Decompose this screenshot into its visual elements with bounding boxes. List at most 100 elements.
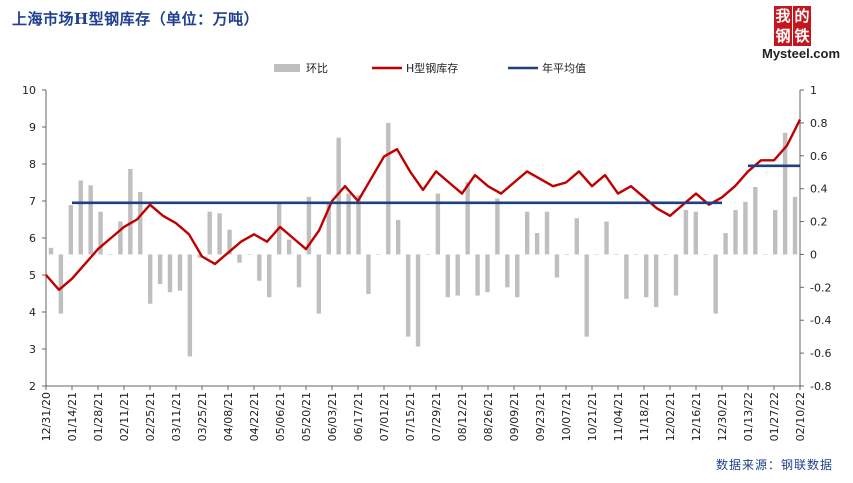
legend: 环比 H型钢库存 年平均值 (274, 61, 586, 75)
bar-change (604, 221, 609, 255)
x-tick-label: 12/31/20 (40, 392, 53, 441)
bar-change (792, 196, 798, 255)
x-tick-label: 02/11/21 (118, 392, 131, 441)
logo-char: 钢 (774, 26, 792, 46)
x-tick-label: 07/01/21 (378, 392, 391, 441)
left-tick-label: 4 (29, 306, 36, 319)
inventory-line (45, 119, 802, 291)
legend-swatch-bar (274, 64, 300, 72)
x-tick-label: 03/11/21 (170, 392, 183, 441)
bar-change (425, 254, 431, 255)
bar-change (336, 137, 341, 255)
bar-change (386, 122, 391, 255)
bar-change (772, 210, 778, 255)
x-tick-label: 09/09/21 (508, 392, 521, 441)
x-tick-label: 01/13/22 (742, 392, 755, 441)
bar-change (98, 211, 103, 255)
bar-change (505, 254, 510, 288)
logo-char: 铁 (793, 26, 811, 46)
left-tick-label: 2 (29, 380, 36, 393)
bar-change (534, 233, 540, 255)
x-tick-label: 01/14/21 (66, 392, 79, 441)
x-tick-label: 12/02/21 (664, 392, 677, 441)
bar-change (683, 210, 689, 255)
right-tick-label: 0 (810, 248, 817, 261)
right-tick-label: -0.2 (810, 281, 831, 294)
bar-change (197, 254, 202, 258)
bar-change (673, 254, 679, 296)
bar-change (515, 254, 520, 298)
bar-change (495, 198, 500, 255)
logo-text: Mysteel.com (762, 46, 841, 61)
bar-change (177, 254, 183, 291)
bar-change (247, 254, 252, 255)
logo-char: 我 (774, 6, 792, 26)
bar-change (475, 254, 480, 296)
bar-change (48, 247, 54, 255)
bar-change (753, 187, 758, 255)
bar-change (346, 193, 351, 255)
bar-change (257, 254, 262, 281)
x-tick-label: 01/27/22 (768, 392, 781, 441)
x-tick-label: 06/03/21 (326, 392, 339, 441)
left-tick-label: 6 (29, 232, 36, 245)
right-tick-label: 0.2 (810, 216, 828, 229)
left-tick-label: 9 (29, 121, 36, 134)
right-tick-label: -0.4 (810, 314, 831, 327)
bar-change (286, 239, 292, 255)
x-tick-label: 10/21/21 (586, 392, 599, 441)
x-tick-label: 06/17/21 (352, 392, 365, 441)
bar-change (138, 191, 143, 255)
bar-change (187, 254, 193, 357)
x-tick-label: 02/25/21 (144, 392, 157, 441)
bar-change (395, 219, 401, 255)
left-tick-label: 8 (29, 158, 36, 171)
bar-change (326, 201, 331, 255)
bar-change (78, 180, 83, 255)
mysteel-logo: 我 的 钢 铁 Mysteel.com (762, 6, 842, 64)
left-tick-label: 10 (22, 84, 36, 97)
bar-change (763, 254, 768, 255)
data-source: 数据来源：钢联数据 (715, 458, 833, 472)
bar-change (58, 254, 64, 314)
line-series (45, 119, 802, 291)
bar-change (376, 254, 381, 255)
bar-change (157, 254, 163, 285)
right-tick-label: -0.8 (810, 380, 831, 393)
bar-change (356, 195, 361, 255)
x-tick-label: 07/29/21 (430, 392, 443, 441)
x-tick-label: 10/07/21 (560, 392, 573, 441)
bar-change (366, 254, 371, 294)
x-tick-label: 12/30/21 (716, 392, 729, 441)
bar-change (564, 254, 570, 255)
left-tick-label: 3 (29, 343, 36, 356)
bar-change (405, 254, 411, 337)
bar-change (703, 254, 708, 255)
bar-change (128, 168, 133, 255)
x-tick-label: 02/10/22 (794, 392, 807, 441)
bar-change (594, 254, 599, 255)
bar-change (118, 221, 123, 255)
legend-label: H型钢库存 (406, 61, 458, 75)
bar-change (733, 210, 738, 255)
bar-change (296, 254, 302, 288)
bar-change (723, 233, 728, 255)
bar-change (624, 254, 629, 299)
x-tick-label: 04/08/21 (222, 392, 235, 441)
bar-change (217, 213, 222, 255)
x-tick-label: 04/22/21 (248, 392, 261, 441)
bar-change (306, 196, 312, 255)
chart-title: 上海市场H型钢库存（单位：万吨） (12, 10, 260, 28)
x-tick-label: 11/18/21 (638, 392, 651, 441)
right-tick-label: 1 (810, 84, 817, 97)
x-tick-label: 07/15/21 (404, 392, 417, 441)
legend-label: 年平均值 (542, 61, 586, 75)
bar-change (485, 254, 490, 293)
bar-change (108, 254, 113, 255)
legend-label: 环比 (306, 62, 328, 75)
bar-change (415, 254, 421, 347)
bar-change (227, 229, 232, 255)
bar-change (207, 211, 212, 255)
bar-change (465, 182, 470, 255)
